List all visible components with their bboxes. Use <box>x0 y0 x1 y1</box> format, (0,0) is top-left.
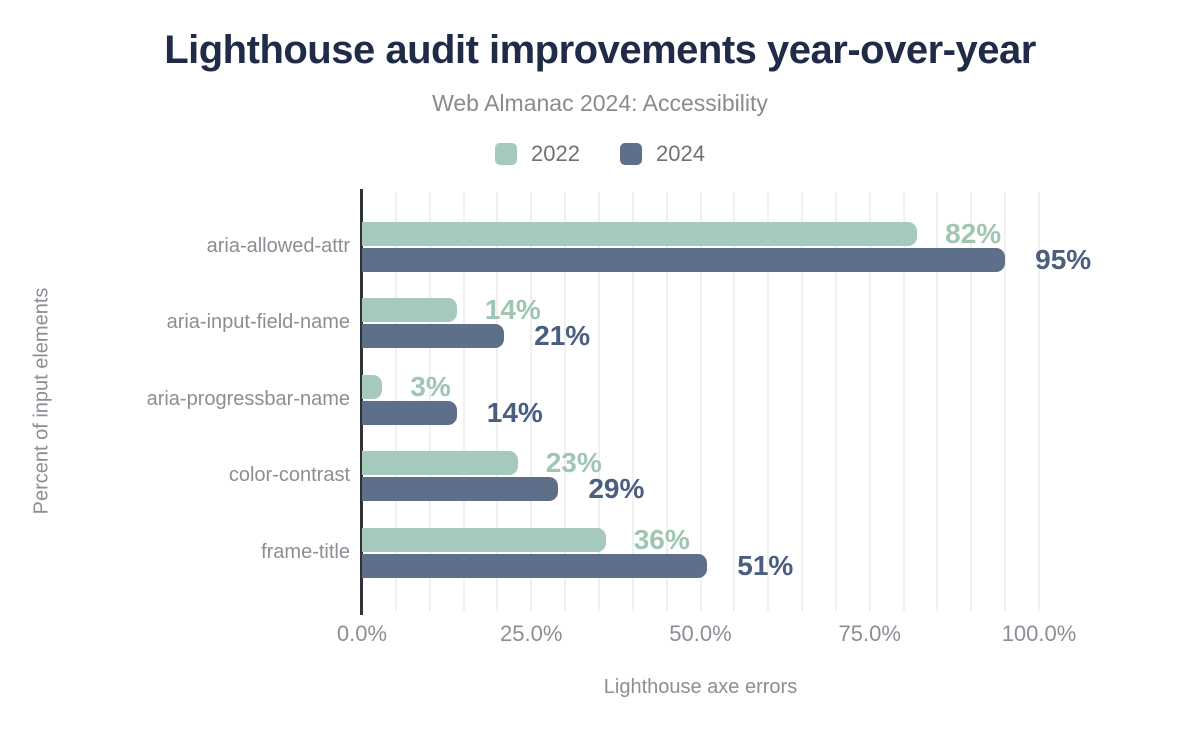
chart-title: Lighthouse audit improvements year-over-… <box>164 28 1036 72</box>
category-label: frame-title <box>261 540 350 563</box>
x-tick-label: 75.0% <box>838 621 901 646</box>
gridline <box>530 192 533 611</box>
gridline <box>1038 192 1040 611</box>
bar-2024-aria-input-field-name <box>362 324 505 349</box>
gridline <box>665 192 668 611</box>
legend-swatch-2024 <box>620 143 642 165</box>
bar-2024-color-contrast <box>362 477 559 502</box>
bar-2024-aria-allowed-attr <box>362 247 1006 272</box>
gridline <box>564 192 567 611</box>
legend-label: 2024 <box>656 141 705 166</box>
value-label-2024-aria-progressbar-name: 14% <box>486 396 543 428</box>
legend-label: 2022 <box>531 141 580 166</box>
y-axis-line <box>360 189 363 615</box>
bar-2022-color-contrast <box>362 451 518 476</box>
gridline <box>631 192 634 611</box>
category-label: aria-progressbar-name <box>146 387 350 410</box>
value-label-2022-aria-progressbar-name: 3% <box>410 370 451 402</box>
value-label-2024-aria-allowed-attr: 95% <box>1035 243 1092 275</box>
value-label-2024-aria-input-field-name: 21% <box>534 320 591 352</box>
gridline <box>699 192 702 611</box>
category-axis: aria-allowed-attr aria-input-field-name ar… <box>0 192 350 611</box>
x-axis-title: Lighthouse axe errors <box>603 676 798 698</box>
x-tick-label: 50.0% <box>669 621 732 646</box>
x-tick-label: 0.0% <box>336 621 388 646</box>
gridline <box>733 192 736 611</box>
bar-2022-frame-title <box>362 527 606 552</box>
gridline <box>970 192 973 611</box>
value-label-2022-aria-input-field-name: 14% <box>484 294 541 326</box>
gridline <box>834 192 837 611</box>
plot-area: 82% 95% 14% 21% 3% 14% 23% 29% 36% 51% <box>360 189 1091 615</box>
gridline <box>496 192 499 611</box>
gridline <box>767 192 770 611</box>
value-label-2024-color-contrast: 29% <box>588 473 645 505</box>
gridline <box>801 192 804 611</box>
gridline <box>462 192 465 611</box>
value-label-2022-frame-title: 36% <box>633 523 690 555</box>
x-tick-label: 100.0% <box>1001 621 1077 646</box>
category-label: aria-input-field-name <box>166 311 350 334</box>
category-label: color-contrast <box>228 464 350 487</box>
legend-item-2022: 2022 <box>495 141 580 167</box>
legend: 2022 2024 <box>0 141 1200 167</box>
gridline <box>868 192 871 611</box>
bar-2022-aria-allowed-attr <box>362 221 918 246</box>
chart-subtitle: Web Almanac 2024: Accessibility <box>432 90 768 116</box>
x-tick-label: 25.0% <box>500 621 563 646</box>
bar-2022-aria-progressbar-name <box>362 374 383 399</box>
value-label-2022-aria-allowed-attr: 82% <box>945 217 1002 249</box>
bar-2024-frame-title <box>362 553 708 578</box>
gridline <box>1004 192 1007 611</box>
gridline <box>597 192 600 611</box>
value-label-2024-frame-title: 51% <box>737 549 794 581</box>
bar-2024-aria-progressbar-name <box>362 400 457 425</box>
value-label-2022-color-contrast: 23% <box>545 447 602 479</box>
legend-item-2024: 2024 <box>620 141 705 167</box>
gridline <box>902 192 905 611</box>
bar-2022-aria-input-field-name <box>362 298 457 323</box>
category-label: aria-allowed-attr <box>206 234 350 257</box>
gridline <box>936 192 939 611</box>
legend-swatch-2022 <box>495 143 518 165</box>
